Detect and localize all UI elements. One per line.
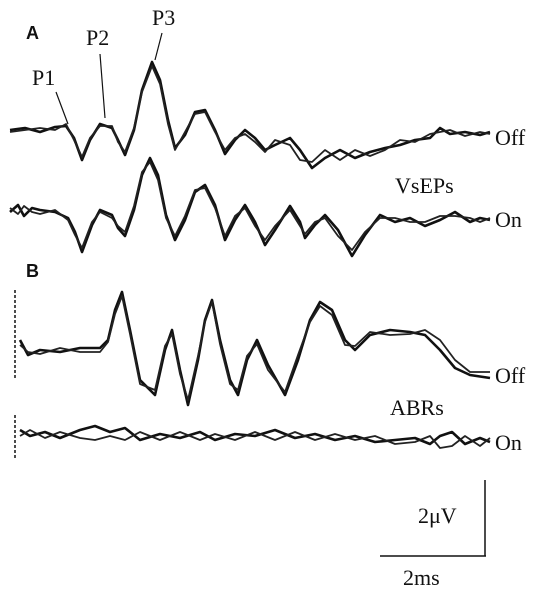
panel-label: B xyxy=(26,261,39,281)
waveform xyxy=(19,295,490,401)
waveform xyxy=(9,60,491,170)
time-scale: 2ms xyxy=(403,565,440,590)
peak-label: P3 xyxy=(152,5,175,30)
condition-label: Off xyxy=(495,125,526,150)
peak-label: P2 xyxy=(86,25,109,50)
peak-leader xyxy=(55,91,69,125)
waveform xyxy=(9,161,491,251)
panel-name: VsEPs xyxy=(395,173,454,198)
panel-label: A xyxy=(26,23,39,43)
waveform xyxy=(19,429,491,449)
waveform xyxy=(18,290,491,407)
panel-name: ABRs xyxy=(390,395,444,420)
condition-label: On xyxy=(495,430,522,455)
condition-label: Off xyxy=(495,363,526,388)
waveform xyxy=(9,65,491,163)
amplitude-scale: 2μV xyxy=(418,503,457,528)
peak-leader xyxy=(99,53,106,119)
condition-label: On xyxy=(495,207,522,232)
waveform xyxy=(19,424,491,446)
peak-leader xyxy=(154,32,163,61)
peak-label: P1 xyxy=(32,65,55,90)
